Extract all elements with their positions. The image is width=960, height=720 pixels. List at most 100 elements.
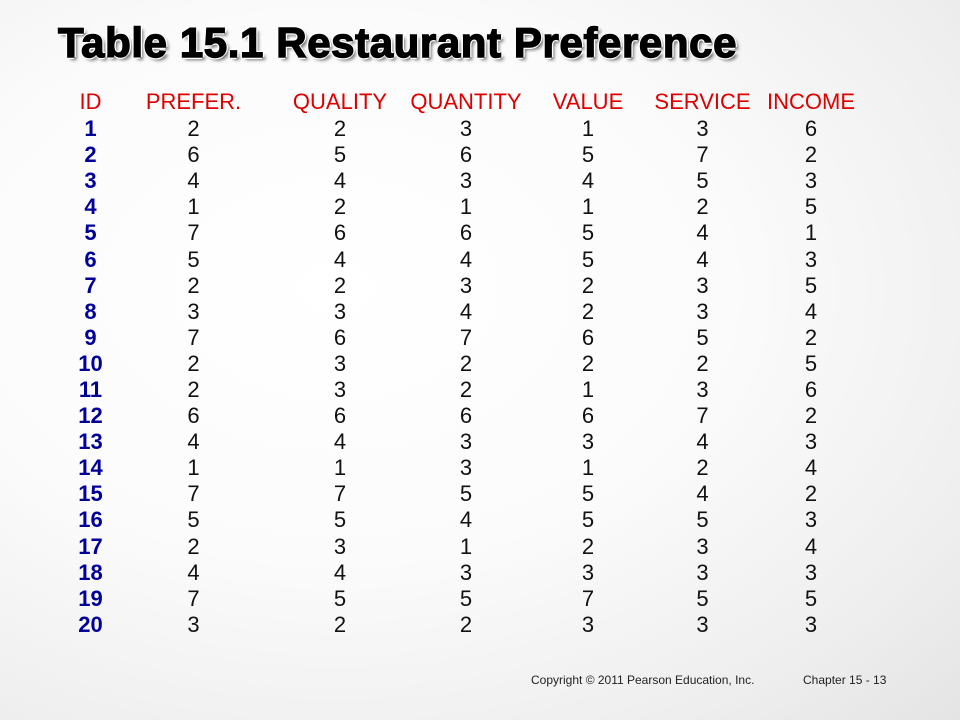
- table-cell: 3: [696, 611, 709, 637]
- table-cell: 2: [696, 455, 709, 481]
- row-id-cell: 1: [84, 116, 97, 142]
- table-cell: 2: [187, 116, 200, 142]
- table-cell: 6: [187, 142, 200, 168]
- slide-title: Table 15.1 Restaurant Preference: [57, 19, 738, 66]
- table-cell: 2: [187, 376, 200, 402]
- table-cell: 2: [333, 194, 347, 220]
- table-cell: 6: [459, 403, 473, 429]
- table-row: 6 5 4 4 5 4 3: [72, 246, 863, 272]
- table-row: 16 5 5 4 5 5 3: [72, 507, 863, 533]
- table-cell: 5: [459, 585, 473, 611]
- table-cell: 3: [333, 298, 347, 324]
- table-row: 18 4 4 3 3 3 3: [72, 560, 863, 586]
- table-row: 13 4 4 3 3 4 3: [72, 429, 863, 455]
- table-row: 11 2 3 2 1 3 6: [72, 377, 863, 403]
- table-cell: 4: [696, 246, 709, 272]
- table-cell: 3: [696, 559, 709, 585]
- table-cell: 4: [696, 481, 709, 507]
- table-cell: 4: [459, 298, 473, 324]
- table-cell: 4: [804, 298, 818, 324]
- table-cell: 2: [804, 142, 818, 168]
- table-cell: 6: [333, 403, 347, 429]
- row-id-cell: 15: [78, 481, 103, 507]
- table-cell: 3: [696, 298, 709, 324]
- table-cell: 3: [459, 455, 473, 481]
- table-cell: 4: [804, 455, 818, 481]
- table-cell: 3: [696, 272, 709, 298]
- table-row: 20 3 2 2 3 3 3: [72, 612, 863, 638]
- table-cell: 2: [581, 272, 595, 298]
- table-cell: 7: [333, 481, 347, 507]
- table-cell: 2: [804, 324, 818, 350]
- row-id-cell: 6: [84, 246, 97, 272]
- table-cell: 6: [581, 324, 595, 350]
- table-row: 15 7 7 5 5 4 2: [72, 481, 863, 507]
- table-cell: 5: [581, 481, 595, 507]
- table-cell: 3: [581, 429, 595, 455]
- table-cell: 7: [696, 403, 709, 429]
- table-cell: 5: [581, 507, 595, 533]
- table-cell: 3: [804, 168, 818, 194]
- column-header-prefer: PREFER.: [145, 89, 242, 114]
- table-cell: 5: [187, 507, 200, 533]
- table-cell: 6: [333, 324, 347, 350]
- table-row: 3 4 4 3 4 5 3: [72, 168, 863, 194]
- table-cell: 1: [804, 220, 818, 246]
- table-cell: 2: [459, 611, 473, 637]
- table-cell: 2: [581, 533, 595, 559]
- table-header-row: ID PREFER. QUALITY QUANTITY VALUE SERVICE INCO…: [72, 88, 863, 116]
- table-cell: 3: [581, 559, 595, 585]
- table-row: 5 7 6 6 5 4 1: [72, 220, 863, 246]
- table-cell: 7: [187, 220, 200, 246]
- table-cell: 2: [581, 350, 595, 376]
- table-row: 9 7 6 7 6 5 2: [72, 325, 863, 351]
- table-cell: 4: [187, 429, 200, 455]
- row-id-cell: 11: [78, 376, 103, 402]
- table-cell: 5: [696, 507, 709, 533]
- table-cell: 3: [459, 116, 473, 142]
- table-cell: 6: [459, 142, 473, 168]
- column-header-quantity: QUANTITY: [410, 89, 522, 114]
- table-cell: 4: [459, 246, 473, 272]
- table-row: 19 7 5 5 7 5 5: [72, 586, 863, 612]
- table-cell: 5: [696, 168, 709, 194]
- table-cell: 2: [804, 403, 818, 429]
- table-cell: 5: [804, 194, 818, 220]
- row-id-cell: 5: [84, 220, 97, 246]
- table-cell: 3: [333, 350, 347, 376]
- table-cell: 4: [696, 429, 709, 455]
- row-id-cell: 14: [78, 455, 103, 481]
- table-cell: 4: [333, 246, 347, 272]
- table-cell: 1: [581, 376, 595, 402]
- table-cell: 7: [187, 481, 200, 507]
- table-cell: 3: [187, 298, 200, 324]
- table-cell: 3: [459, 429, 473, 455]
- table-row: 12 6 6 6 6 7 2: [72, 403, 863, 429]
- table-cell: 5: [804, 585, 818, 611]
- table-cell: 5: [804, 350, 818, 376]
- table-cell: 2: [459, 376, 473, 402]
- row-id-cell: 12: [78, 403, 103, 429]
- row-id-cell: 8: [84, 298, 97, 324]
- row-id-cell: 3: [84, 168, 97, 194]
- table-row: 2 6 5 6 5 7 2: [72, 142, 863, 168]
- table-cell: 3: [581, 611, 595, 637]
- table-cell: 1: [459, 194, 473, 220]
- table-cell: 7: [696, 142, 709, 168]
- table-cell: 3: [459, 272, 473, 298]
- table-cell: 3: [804, 559, 818, 585]
- table-cell: 7: [459, 324, 473, 350]
- table-cell: 5: [333, 507, 347, 533]
- column-header-id: ID: [79, 89, 102, 114]
- table-cell: 4: [333, 559, 347, 585]
- table-cell: 5: [581, 220, 595, 246]
- table-cell: 4: [696, 220, 709, 246]
- table-cell: 6: [187, 403, 200, 429]
- table-cell: 5: [696, 324, 709, 350]
- row-id-cell: 16: [78, 507, 103, 533]
- table-row: 17 2 3 1 2 3 4: [72, 534, 863, 560]
- row-id-cell: 10: [78, 350, 103, 376]
- table-cell: 6: [459, 220, 473, 246]
- table-row: 14 1 1 3 1 2 4: [72, 455, 863, 481]
